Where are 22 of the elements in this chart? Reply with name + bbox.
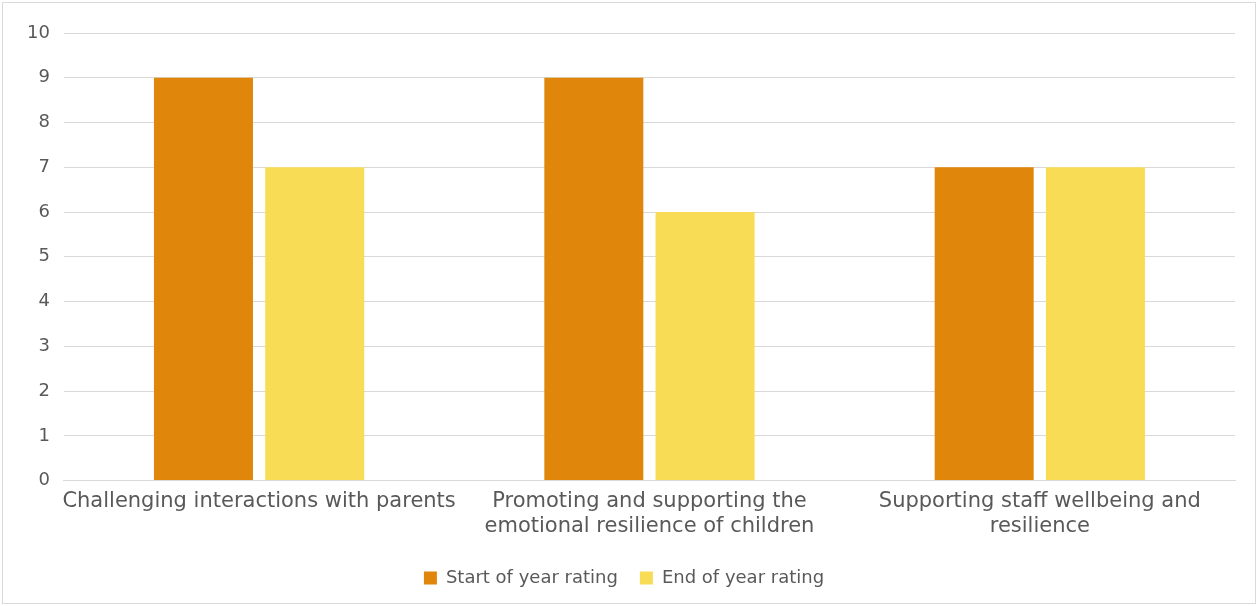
legend-label: Start of year rating <box>445 565 618 587</box>
bar <box>1045 167 1145 481</box>
x-tick-label: Challenging interactions with parents <box>62 487 456 512</box>
legend-label: End of year rating <box>661 565 825 587</box>
y-tick-label: 9 <box>38 65 50 87</box>
y-tick-label: 2 <box>38 378 50 400</box>
y-tick-label: 5 <box>38 244 50 266</box>
x-tick-label: Supporting staff wellbeing and resilience <box>878 487 1201 537</box>
bar <box>655 212 755 481</box>
bar <box>544 77 644 481</box>
y-tick-label: 4 <box>38 289 50 311</box>
bar <box>153 77 253 481</box>
y-tick-label: 3 <box>38 333 50 355</box>
bar <box>934 167 1034 481</box>
y-tick-label: 1 <box>38 423 50 445</box>
bar <box>265 167 365 481</box>
y-tick-label: 0 <box>38 468 50 490</box>
y-tick-label: 10 <box>27 20 50 42</box>
y-tick-label: 7 <box>38 154 50 176</box>
y-tick-label: 6 <box>38 199 50 221</box>
y-tick-label: 8 <box>38 110 50 132</box>
x-tick-label: Promoting and supporting the emotional resilience of children <box>484 487 815 537</box>
